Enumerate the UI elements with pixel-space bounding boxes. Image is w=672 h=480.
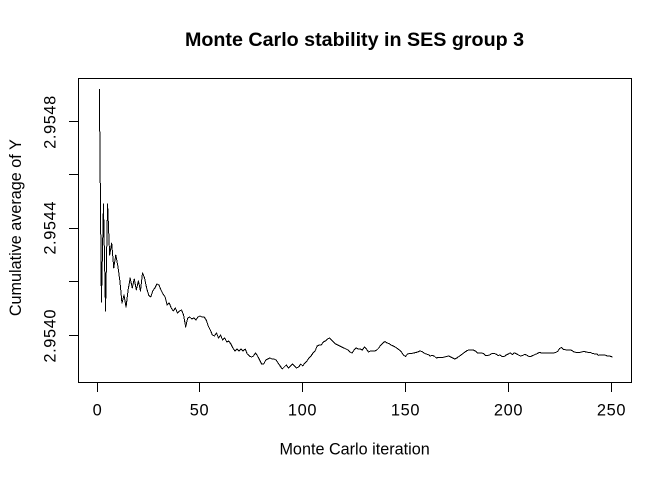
- svg-text:150: 150: [391, 402, 420, 420]
- svg-text:0: 0: [93, 402, 103, 420]
- svg-text:250: 250: [597, 402, 626, 420]
- svg-text:100: 100: [288, 402, 317, 420]
- svg-text:2.9540: 2.9540: [42, 309, 60, 363]
- svg-text:2.9544: 2.9544: [42, 201, 60, 255]
- svg-text:Monte Carlo iteration: Monte Carlo iteration: [279, 441, 429, 459]
- svg-text:Monte Carlo stability in SES g: Monte Carlo stability in SES group 3: [185, 29, 524, 51]
- svg-text:50: 50: [190, 402, 209, 420]
- svg-text:200: 200: [494, 402, 523, 420]
- svg-text:Cumulative average of Y: Cumulative average of Y: [7, 139, 25, 316]
- svg-text:2.9548: 2.9548: [42, 95, 60, 149]
